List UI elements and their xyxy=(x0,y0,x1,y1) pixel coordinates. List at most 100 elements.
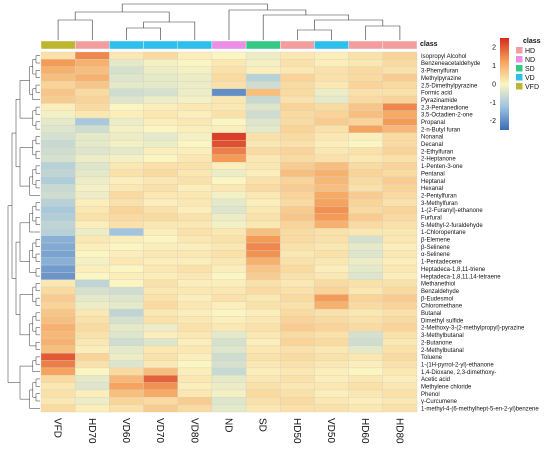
heatmap-cell xyxy=(40,51,76,60)
heatmap-cell xyxy=(75,279,110,288)
row-dendrogram-link xyxy=(35,327,40,336)
row-dendrogram-link xyxy=(32,382,36,398)
heatmap-cell xyxy=(75,301,110,310)
heatmap-cell xyxy=(382,279,418,288)
heatmap-cell xyxy=(314,206,349,214)
row-dendrogram-link xyxy=(15,99,20,168)
heatmap-cell xyxy=(348,73,383,82)
heatmap-cell xyxy=(75,198,110,207)
heatmap-cell xyxy=(314,176,349,185)
row-dendrogram-link xyxy=(35,393,40,402)
heatmap-cell xyxy=(40,301,76,310)
heatmap-cell xyxy=(211,125,247,133)
heatmap-cell xyxy=(75,66,110,75)
heatmap-cell xyxy=(211,345,247,354)
column-label: HD60 xyxy=(359,418,370,444)
heatmap-cell xyxy=(314,51,349,60)
column-dendrogram-link xyxy=(121,3,268,12)
heatmap-cell xyxy=(245,147,281,156)
heatmap-cell xyxy=(109,360,144,369)
heatmap-cell xyxy=(382,125,418,133)
heatmap-cell xyxy=(382,301,418,310)
row-label: γ-Curcumene xyxy=(421,399,458,405)
heatmap-cell xyxy=(40,169,76,178)
class-legend-label: SD xyxy=(525,66,535,73)
row-label: 1-Chloropentane xyxy=(421,230,466,236)
heatmap-cell xyxy=(280,228,315,236)
row-label: 1-methyl-4-(6-methylhept-5-en-2-yl)benze… xyxy=(421,407,539,413)
heatmap-cell xyxy=(75,184,110,192)
heatmap-cell xyxy=(280,272,315,280)
heatmap-cell xyxy=(143,301,178,310)
heatmap-cell xyxy=(211,257,247,266)
row-label: Dimethyl sulfide xyxy=(421,318,464,324)
heatmap-cell xyxy=(75,286,110,295)
row-dendrogram-link xyxy=(35,121,40,130)
heatmap-cell xyxy=(314,301,349,310)
heatmap-cell xyxy=(177,242,213,251)
row-label: Heptanal xyxy=(421,179,445,185)
heatmap-cell xyxy=(143,345,178,354)
heatmap-cell xyxy=(348,367,383,376)
heatmap-cell xyxy=(211,176,247,185)
heatmap-cell xyxy=(75,404,110,413)
heatmap-cell xyxy=(75,316,110,325)
heatmap-cell xyxy=(245,169,281,178)
heatmap-cell xyxy=(75,235,110,244)
row-dendrogram-link xyxy=(35,84,40,93)
heatmap-cell xyxy=(245,191,281,200)
color-scale-ticks: 2 1 0 -1 -2 xyxy=(490,45,496,126)
heatmap-cell xyxy=(177,198,213,207)
row-label: 2,3-Pentanedione xyxy=(421,105,469,111)
heatmap-cell xyxy=(211,382,247,391)
heatmap-cell xyxy=(177,139,213,148)
heatmap-cell xyxy=(245,154,281,163)
heatmap-cell xyxy=(143,338,178,347)
column-label: HD80 xyxy=(393,418,404,444)
heatmap-cells xyxy=(40,51,418,413)
heatmap-cell xyxy=(382,88,418,97)
heatmap-cell xyxy=(245,66,281,75)
heatmap-cell xyxy=(382,397,418,405)
heatmap-cell xyxy=(177,272,213,280)
class-bar-cell xyxy=(382,40,418,50)
heatmap-cell xyxy=(75,154,110,163)
heatmap-cell xyxy=(211,308,247,317)
heatmap-cell xyxy=(75,110,110,119)
heatmap-cell xyxy=(280,95,315,104)
heatmap-cell xyxy=(382,389,418,398)
heatmap-cell xyxy=(143,397,178,405)
heatmap-cell xyxy=(348,360,383,369)
heatmap-cell xyxy=(109,353,144,361)
heatmap-cell xyxy=(314,345,349,354)
row-dendrogram-link xyxy=(19,294,33,336)
heatmap-cell xyxy=(314,279,349,288)
row-label: Furfural xyxy=(421,216,442,222)
heatmap-cell xyxy=(40,316,76,325)
heatmap-cell xyxy=(143,169,178,178)
heatmap-cell xyxy=(143,103,178,111)
heatmap-cell xyxy=(211,73,247,82)
heatmap-cell xyxy=(382,191,418,200)
heatmap-cell xyxy=(40,154,76,163)
heatmap-cell xyxy=(382,51,418,60)
heatmap-cell xyxy=(348,59,383,67)
heatmap-cell xyxy=(348,147,383,156)
heatmap-cell xyxy=(245,272,281,280)
heatmap-cell xyxy=(211,250,247,258)
heatmap-cell xyxy=(245,162,281,170)
heatmap-cell xyxy=(245,382,281,391)
heatmap-cell xyxy=(177,206,213,214)
heatmap-cell xyxy=(75,220,110,229)
heatmap-cell xyxy=(382,154,418,163)
heatmap-cell xyxy=(40,389,76,398)
heatmap-cell xyxy=(314,242,349,251)
class-bar-cell xyxy=(143,40,178,50)
heatmap-cell xyxy=(314,294,349,302)
heatmap-cell xyxy=(177,117,213,126)
heatmap-cell xyxy=(348,294,383,302)
row-label: Decanal xyxy=(421,142,443,148)
heatmap-cell xyxy=(314,382,349,391)
row-dendrogram-link xyxy=(35,378,40,387)
row-dendrogram-link xyxy=(32,88,40,101)
